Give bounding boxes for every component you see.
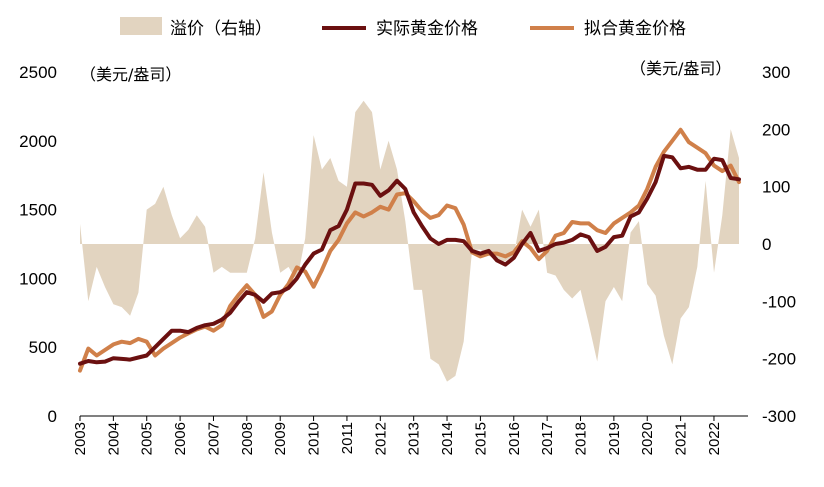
legend-premium-swatch [120,17,162,35]
left-axis-tick-label: 0 [48,407,57,426]
legend-fitted-label: 拟合黄金价格 [584,19,686,39]
x-axis-tick-label: 2022 [706,422,723,455]
x-axis-tick-label: 2020 [639,422,656,455]
x-axis-tick-label: 2017 [539,422,556,455]
x-axis-tick-label: 2011 [339,422,356,454]
x-axis-tick-label: 2003 [72,422,89,455]
left-axis-unit-label: （美元/盎司） [80,65,181,84]
right-axis-tick-label: 200 [762,120,790,139]
left-axis-tick-label: 2500 [19,63,57,82]
right-axis-tick-label: 100 [762,178,790,197]
x-axis-tick-label: 2010 [306,422,323,455]
left-axis-tick-label: 1500 [19,201,57,220]
right-axis-tick-label: 300 [762,63,790,82]
right-axis-tick-label: -200 [762,350,796,369]
legend-actual-label: 实际黄金价格 [376,19,478,39]
premium-area [80,100,739,382]
x-axis-tick-label: 2007 [206,422,223,455]
left-axis-tick-label: 1000 [19,269,57,288]
x-axis-tick-label: 2021 [673,422,690,455]
left-axis-tick-label: 2000 [19,132,57,151]
x-axis-tick-label: 2018 [573,422,590,455]
x-axis-tick-label: 2005 [139,422,156,455]
x-axis-tick-label: 2006 [172,422,189,455]
x-axis-tick-label: 2014 [439,422,456,455]
x-axis-tick-label: 2013 [406,422,423,455]
x-axis-tick-label: 2015 [472,422,489,455]
right-axis-tick-label: -100 [762,292,796,311]
left-axis-tick-label: 500 [29,338,57,357]
price-lines [78,127,741,373]
x-axis-tick-label: 2016 [506,422,523,455]
x-axis-tick-label: 2019 [606,422,623,455]
legend: 溢价（右轴） 实际黄金价格 拟合黄金价格 [120,17,686,39]
premium-area-layer [80,100,739,382]
x-axis-tick-label: 2008 [239,422,256,455]
right-axis-tick-label: -300 [762,407,796,426]
x-axis-tick-label: 2004 [105,422,122,455]
right-axis-unit-label: （美元/盎司） [630,59,731,78]
right-axis-tick-label: 0 [762,235,771,254]
axes: 05001000150020002500-300-200-10001002003… [19,63,796,455]
x-axis-tick-label: 2009 [272,422,289,455]
x-axis-tick-label: 2012 [372,422,389,455]
legend-premium-label: 溢价（右轴） [170,19,272,39]
actual-gold-price-line [78,153,741,366]
